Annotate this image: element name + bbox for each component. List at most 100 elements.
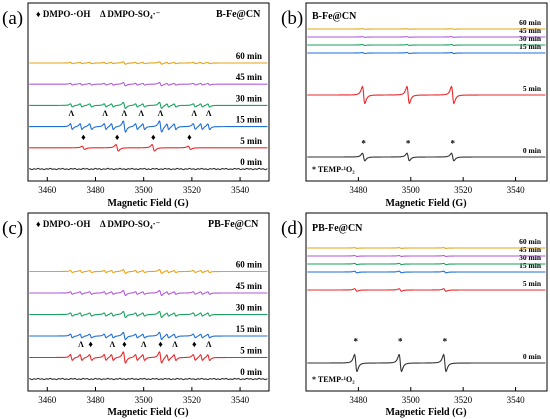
series-line-30-min bbox=[307, 44, 546, 46]
series-label: 60 min bbox=[519, 18, 542, 27]
peak-marker: * bbox=[361, 139, 366, 149]
peak-marker: ♦ bbox=[158, 339, 163, 349]
panel-d-title: PB-Fe@CN bbox=[312, 223, 363, 234]
panel-a-legend-oh: ♦ DMPO-·OH bbox=[36, 9, 90, 19]
series-line-45-min bbox=[307, 36, 546, 38]
x-tick-label: 3480 bbox=[349, 395, 368, 405]
series-line-0-min bbox=[307, 353, 546, 373]
panel-c-legend-oh: ♦ DMPO-·OH bbox=[36, 219, 90, 229]
panel-b: (b) B-Fe@CN * TEMP-¹O₂ 0 min * * * 5 min 15 m… bbox=[281, 2, 548, 209]
series-line-5-min bbox=[307, 288, 546, 292]
peak-marker: Λ bbox=[69, 109, 75, 118]
peak-marker: Λ bbox=[78, 340, 84, 349]
series-line-45-min bbox=[307, 255, 546, 257]
series-line-30-min bbox=[29, 101, 268, 109]
series-line-5-min bbox=[29, 351, 268, 364]
x-tick-label: 3480 bbox=[86, 185, 105, 195]
series-label: 0 min bbox=[240, 157, 262, 167]
x-tick-label: 3500 bbox=[135, 185, 154, 195]
x-tick-label: 3540 bbox=[231, 395, 250, 405]
peak-marker: * bbox=[443, 337, 448, 347]
peak-marker: * bbox=[450, 139, 455, 149]
series-line-15-min bbox=[29, 331, 268, 341]
x-tick-label: 3460 bbox=[38, 185, 57, 195]
series-line-45-min bbox=[29, 289, 268, 297]
series-label: 15 min bbox=[519, 42, 542, 51]
series-label: 0 min bbox=[523, 146, 542, 155]
series-line-0-min bbox=[29, 377, 268, 381]
series-label: 60 min bbox=[519, 237, 542, 246]
panel-b-title: B-Fe@CN bbox=[312, 11, 357, 22]
panel-a: (a) ♦ DMPO-·OH Δ DMPO-SO₄·⁻ B-Fe@CN 0 mi… bbox=[2, 2, 270, 209]
series-line-15-min bbox=[29, 120, 268, 133]
panel-a-letter: (a) bbox=[2, 8, 23, 29]
panel-a-xlabel: Magnetic Field (G) bbox=[107, 198, 188, 209]
series-line-5-min bbox=[29, 143, 268, 152]
x-tick-label: 3540 bbox=[231, 185, 250, 195]
series-label: 45 min bbox=[519, 245, 542, 254]
peak-marker: Λ bbox=[206, 340, 212, 349]
peak-marker: Λ bbox=[206, 109, 212, 118]
x-tick-label: 3520 bbox=[454, 185, 473, 195]
series-label: 15 min bbox=[236, 115, 262, 125]
panel-d-xticks: 3480 3500 3520 3540 bbox=[349, 387, 525, 405]
panel-c-legend-so4: Δ DMPO-SO₄·⁻ bbox=[100, 219, 161, 229]
series-line-0-min bbox=[29, 167, 268, 171]
peak-marker: * bbox=[406, 139, 411, 149]
series-label: 15 min bbox=[519, 261, 542, 270]
panel-c-letter: (c) bbox=[2, 218, 23, 239]
series-line-60-min bbox=[307, 247, 546, 249]
series-line-15-min bbox=[307, 270, 546, 274]
panel-d-frame bbox=[305, 212, 548, 392]
series-label: 5 min bbox=[240, 346, 262, 356]
panel-d-letter: (d) bbox=[281, 218, 303, 239]
x-tick-label: 3480 bbox=[349, 185, 368, 195]
panel-c-title: PB-Fe@CN bbox=[208, 219, 259, 230]
x-tick-label: 3520 bbox=[454, 395, 473, 405]
peak-marker: ♦ bbox=[187, 132, 192, 142]
peak-marker: Λ bbox=[138, 109, 144, 118]
series-label: 30 min bbox=[519, 253, 542, 262]
series-label: 60 min bbox=[236, 51, 262, 61]
x-tick-label: 3540 bbox=[507, 185, 526, 195]
series-label: 30 min bbox=[236, 93, 262, 103]
series-label: 0 min bbox=[240, 367, 262, 377]
panel-b-legend: * TEMP-¹O₂ bbox=[312, 165, 355, 174]
panel-c-frame bbox=[27, 212, 270, 392]
panel-a-frame bbox=[27, 2, 270, 182]
series-label: 60 min bbox=[236, 260, 262, 270]
peak-marker: ♦ bbox=[122, 339, 127, 349]
series-line-30-min bbox=[29, 310, 268, 319]
series-line-30-min bbox=[307, 262, 546, 266]
x-tick-label: 3460 bbox=[38, 395, 57, 405]
x-tick-label: 3500 bbox=[402, 395, 421, 405]
series-line-60-min bbox=[29, 61, 268, 65]
peak-marker: Λ bbox=[141, 340, 147, 349]
peak-marker: ♦ bbox=[192, 339, 197, 349]
peak-marker: Λ bbox=[109, 340, 115, 349]
peak-marker: ♦ bbox=[115, 132, 120, 142]
series-label: 30 min bbox=[519, 34, 542, 43]
peak-marker: * bbox=[354, 337, 359, 347]
series-label: 45 min bbox=[236, 72, 262, 82]
peak-marker: ♦ bbox=[88, 339, 93, 349]
series-line-60-min bbox=[29, 268, 268, 274]
peak-marker: Λ bbox=[158, 109, 164, 118]
series-label: 0 min bbox=[523, 352, 542, 361]
panel-d: (d) PB-Fe@CN * TEMP-¹O₂ 0 min * * * 5 min 15 … bbox=[281, 212, 548, 418]
peak-marker: ♦ bbox=[151, 132, 156, 142]
panel-c-xlabel: Magnetic Field (G) bbox=[107, 407, 188, 418]
x-tick-label: 3500 bbox=[402, 185, 421, 195]
panel-a-xticks: 3460 3480 3500 3520 3540 bbox=[38, 177, 250, 195]
panel-b-xticks: 3480 3500 3520 3540 bbox=[349, 177, 525, 195]
panel-a-legend-so4: Δ DMPO-SO₄·⁻ bbox=[100, 9, 161, 19]
peak-marker: ♦ bbox=[81, 132, 86, 142]
panel-c: (c) ♦ DMPO-·OH Δ DMPO-SO₄·⁻ PB-Fe@CN 0 m… bbox=[2, 212, 270, 418]
panel-b-letter: (b) bbox=[281, 8, 303, 29]
peak-marker: * bbox=[398, 337, 403, 347]
peak-marker: Λ bbox=[122, 109, 128, 118]
series-label: 15 min bbox=[236, 324, 262, 334]
peak-marker: Λ bbox=[172, 340, 178, 349]
